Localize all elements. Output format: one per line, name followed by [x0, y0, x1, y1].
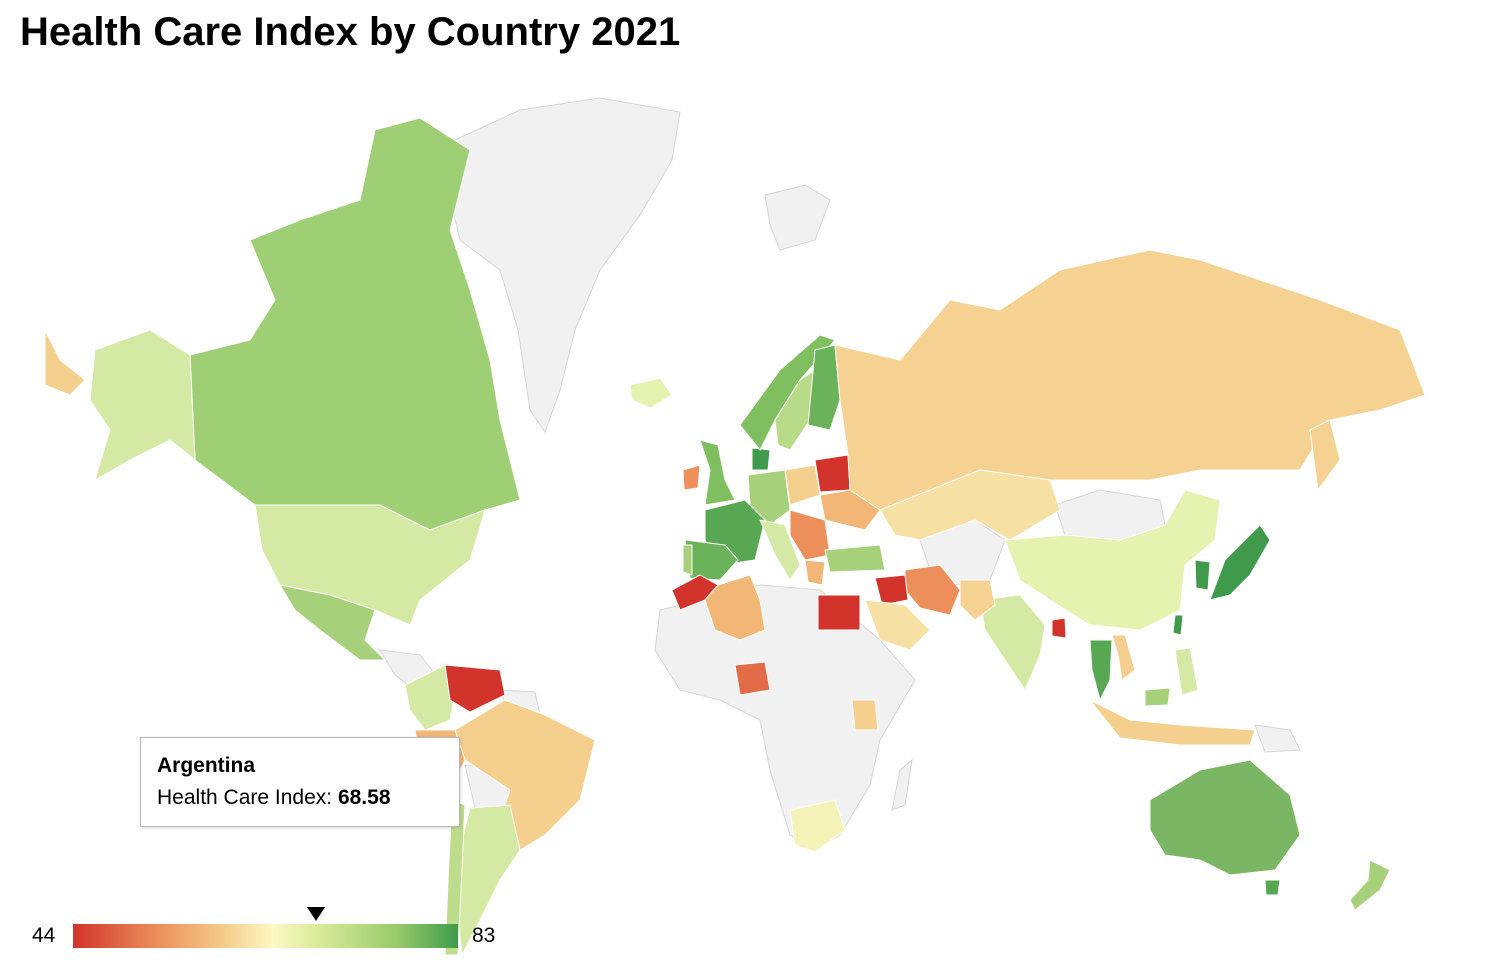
region-nigeria[interactable]	[734, 661, 771, 696]
region-madagascar[interactable]	[891, 758, 913, 811]
region-kazakhstan[interactable]	[879, 469, 1061, 541]
region-kamchatka[interactable]	[1309, 419, 1341, 491]
region-saudi-arabia[interactable]	[864, 599, 931, 651]
region-vietnam[interactable]	[1111, 634, 1136, 681]
region-brazil[interactable]	[454, 699, 596, 851]
region-taiwan[interactable]	[1172, 614, 1184, 636]
region-mexico[interactable]	[279, 584, 386, 661]
legend-color-scale	[73, 924, 458, 948]
region-png[interactable]	[1254, 724, 1301, 753]
region-chile[interactable]	[444, 799, 466, 956]
region-belarus[interactable]	[814, 454, 851, 493]
country-tooltip: Argentina Health Care Index: 68.58	[140, 737, 460, 827]
region-turkey[interactable]	[824, 544, 886, 573]
region-denmark[interactable]	[751, 447, 771, 471]
region-ireland[interactable]	[682, 464, 701, 491]
region-australia[interactable]	[1149, 759, 1301, 876]
region-south-korea[interactable]	[1194, 559, 1211, 591]
region-iceland[interactable]	[629, 377, 673, 409]
region-united-kingdom[interactable]	[699, 439, 736, 506]
region-thailand[interactable]	[1089, 639, 1113, 701]
region-kenya[interactable]	[851, 699, 879, 731]
region-egypt[interactable]	[817, 594, 861, 631]
region-greenland[interactable]	[447, 97, 681, 434]
region-tasmania[interactable]	[1264, 879, 1281, 896]
region-pakistan[interactable]	[959, 579, 996, 621]
page-title: Health Care Index by Country 2021	[20, 10, 681, 54]
region-japan[interactable]	[1209, 524, 1271, 601]
region-new-zealand[interactable]	[1349, 859, 1391, 911]
region-svalbard[interactable]	[764, 184, 831, 251]
region-malaysia[interactable]	[1144, 687, 1171, 707]
legend-max-label: 83	[472, 924, 496, 947]
region-indonesia[interactable]	[1089, 699, 1256, 746]
region-philippines[interactable]	[1174, 647, 1199, 696]
region-greece[interactable]	[804, 559, 826, 586]
region-italy[interactable]	[759, 519, 801, 581]
tooltip-metric-label: Health Care Index:	[157, 786, 333, 809]
region-united-states[interactable]	[254, 504, 486, 626]
legend-min-label: 44	[32, 924, 56, 947]
tooltip-metric-value: 68.58	[337, 786, 391, 809]
legend-value-marker-icon	[306, 907, 325, 921]
tooltip-country-name: Argentina	[157, 754, 256, 777]
region-balkans[interactable]	[789, 509, 831, 561]
region-portugal[interactable]	[682, 544, 693, 576]
region-bangladesh[interactable]	[1051, 617, 1067, 639]
region-india[interactable]	[979, 594, 1046, 691]
region-russia[interactable]	[834, 249, 1426, 511]
region-alaska[interactable]	[89, 329, 196, 481]
region-chukotka[interactable]	[44, 329, 86, 396]
region-finland[interactable]	[807, 344, 841, 431]
region-venezuela[interactable]	[444, 664, 506, 713]
region-germany[interactable]	[747, 469, 791, 526]
region-south-africa[interactable]	[789, 799, 846, 853]
region-china[interactable]	[1004, 489, 1221, 631]
region-poland[interactable]	[784, 464, 821, 506]
tooltip-metric-line: Health Care Index: 68.58	[157, 786, 443, 810]
region-iraq[interactable]	[874, 574, 909, 606]
region-algeria[interactable]	[704, 574, 766, 641]
